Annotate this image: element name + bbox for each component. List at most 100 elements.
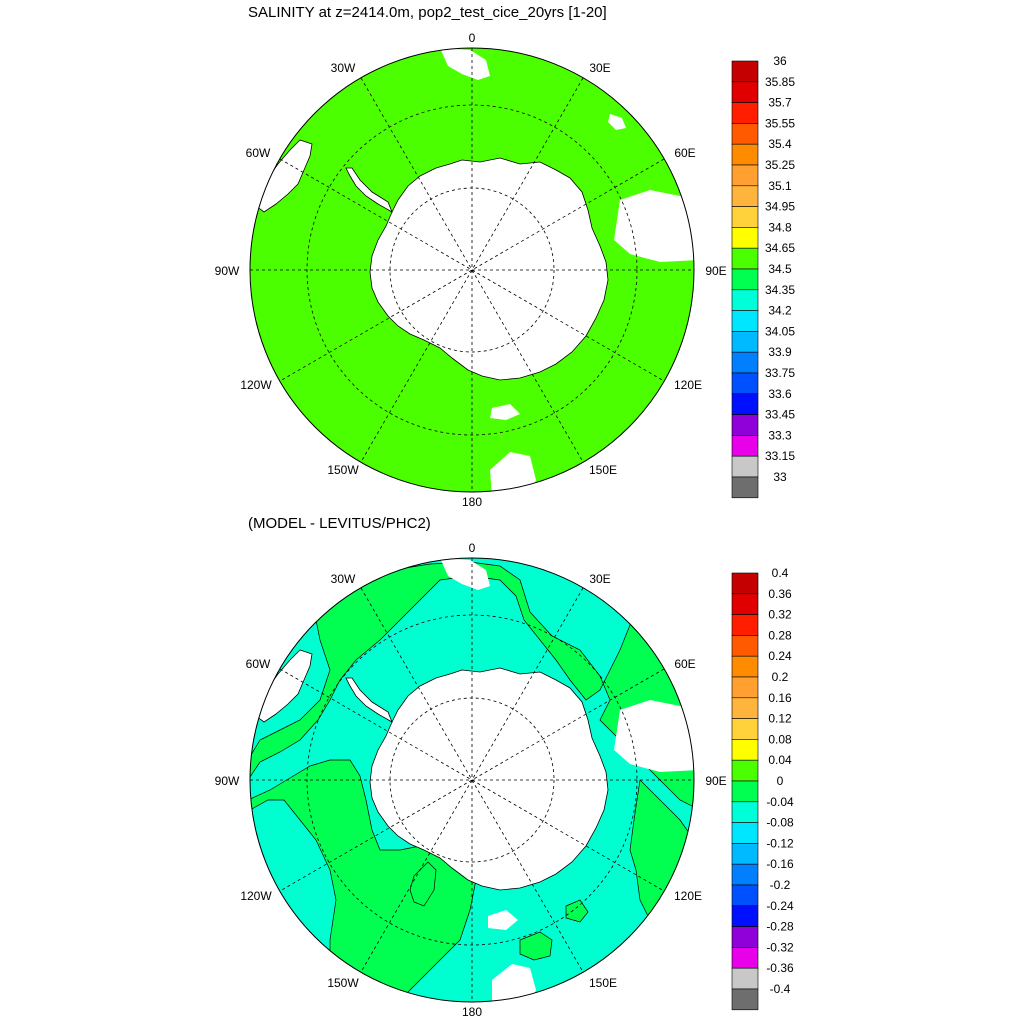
colorbar-label: 36 <box>773 54 787 68</box>
colorbar-box <box>731 123 759 145</box>
colorbar-label: 0.2 <box>772 670 789 684</box>
colorbar-label: -0.04 <box>766 795 794 809</box>
map-border <box>249 557 695 1003</box>
colorbar-label: 0.28 <box>768 628 792 642</box>
africa-gap <box>440 48 490 80</box>
lon-label: 150E <box>589 976 617 990</box>
colorbar-label: 33.6 <box>768 387 792 401</box>
lon-label: 90E <box>705 774 726 788</box>
colorbar: 0.4 0.36 0.32 0.28 0.24 0.2 0.16 0.12 0.08 0.04 0 -… <box>731 566 794 1011</box>
lon-label: 60W <box>246 657 271 671</box>
map-border <box>249 47 695 493</box>
lon-label: 120E <box>674 378 702 392</box>
colorbar-box <box>731 268 759 291</box>
panel-title: SALINITY at z=2414.0m, pop2_test_cice_20… <box>248 4 607 21</box>
colorbar-box <box>731 393 759 415</box>
colorbar-box <box>731 372 759 395</box>
colorbar-box <box>731 967 759 990</box>
colorbar-box <box>731 947 759 969</box>
south-america-land <box>255 649 313 723</box>
colorbar-label: 33 <box>773 470 787 484</box>
colorbar-box <box>731 572 759 595</box>
positive-anomaly-region <box>519 931 553 961</box>
colorbar-box <box>731 206 759 228</box>
colorbar-label: -0.12 <box>766 836 794 850</box>
lon-label: 60W <box>246 146 271 160</box>
antarctica-land <box>369 667 609 891</box>
colorbar-box <box>731 655 759 678</box>
longitude-labels: 0 30E 60E 90E 120E 150E 180 150W 120W 90… <box>215 541 727 1019</box>
east-gap <box>614 190 694 262</box>
colorbar-label: 33.45 <box>765 408 795 422</box>
colorbar-box <box>731 247 759 270</box>
lon-label: 150E <box>589 463 617 477</box>
colorbar-box <box>731 614 759 636</box>
colorbar-box <box>731 759 759 782</box>
colorbar-box <box>731 351 759 374</box>
colorbar-label: 33.9 <box>768 345 792 359</box>
colorbar-box <box>731 884 759 907</box>
colorbar-label: -0.08 <box>766 816 794 830</box>
antarctic-peninsula <box>345 677 393 723</box>
colorbar-label: 0.36 <box>768 587 792 601</box>
colorbar: 36 35.85 35.7 35.55 35.4 35.25 35.1 34.95 34.8 34… <box>731 54 795 499</box>
colorbar-box <box>731 143 759 166</box>
colorbar-label: 35.1 <box>768 179 792 193</box>
lon-label: 90W <box>215 264 240 278</box>
colorbar-box <box>731 414 759 436</box>
colorbar-label: 35.25 <box>765 158 795 172</box>
colorbar-label: 33.15 <box>765 449 795 463</box>
colorbar-label: 34.95 <box>765 200 795 214</box>
lon-label: 60E <box>674 657 695 671</box>
colorbar-label: -0.16 <box>766 857 794 871</box>
colorbar-label: -0.28 <box>766 920 794 934</box>
polar-map <box>250 48 694 492</box>
colorbar-label: 34.5 <box>768 262 792 276</box>
east-gap <box>614 700 694 772</box>
colorbar-label: 34.35 <box>765 283 795 297</box>
colorbar-box <box>731 435 759 457</box>
colorbar-label: -0.24 <box>766 899 794 913</box>
colorbar-label: 35.4 <box>768 137 792 151</box>
colorbar-label: 0.16 <box>768 691 792 705</box>
colorbar-box <box>731 593 759 615</box>
lon-label: 90W <box>215 774 240 788</box>
indian-ocean-gap <box>608 114 626 130</box>
colorbar-box <box>731 476 759 499</box>
colorbar-label: 33.3 <box>768 428 792 442</box>
lon-label: 0 <box>469 541 476 555</box>
lon-label: 120W <box>240 889 272 903</box>
lon-label: 0 <box>469 31 476 45</box>
antarctica-land <box>369 157 609 381</box>
colorbar-label: 0.4 <box>772 566 789 580</box>
longitude-labels: 0 30E 60E 90E 120E 150E 180 150W 120W 90… <box>215 31 727 509</box>
colorbar-label: -0.36 <box>766 961 794 975</box>
panel-difference: (MODEL - LEVITUS/PHC2) <box>215 515 794 1019</box>
graticule <box>250 558 694 1002</box>
colorbar-label: 0.32 <box>768 608 792 622</box>
colorbar-box <box>731 227 759 249</box>
lon-label: 180 <box>462 1005 482 1019</box>
lon-label: 150W <box>327 463 359 477</box>
colorbar-box <box>731 60 759 83</box>
colorbar-box <box>731 718 759 740</box>
colorbar-label: 35.7 <box>768 96 792 110</box>
colorbar-label: 34.65 <box>765 241 795 255</box>
colorbar-label: 0.04 <box>768 753 792 767</box>
colorbar-box <box>731 697 759 719</box>
colorbar-box <box>731 822 759 844</box>
colorbar-label: -0.2 <box>770 878 791 892</box>
colorbar-box <box>731 926 759 948</box>
lon-label: 150W <box>327 976 359 990</box>
colorbar-box <box>731 289 759 311</box>
colorbar-box <box>731 635 759 657</box>
colorbar-label: 0.24 <box>768 649 792 663</box>
south-america-land <box>255 139 313 213</box>
colorbar-box <box>731 863 759 886</box>
polar-map <box>250 558 694 1002</box>
graticule <box>250 48 694 492</box>
pacific-gap <box>488 910 518 930</box>
lon-label: 120W <box>240 378 272 392</box>
colorbar-box <box>731 801 759 823</box>
